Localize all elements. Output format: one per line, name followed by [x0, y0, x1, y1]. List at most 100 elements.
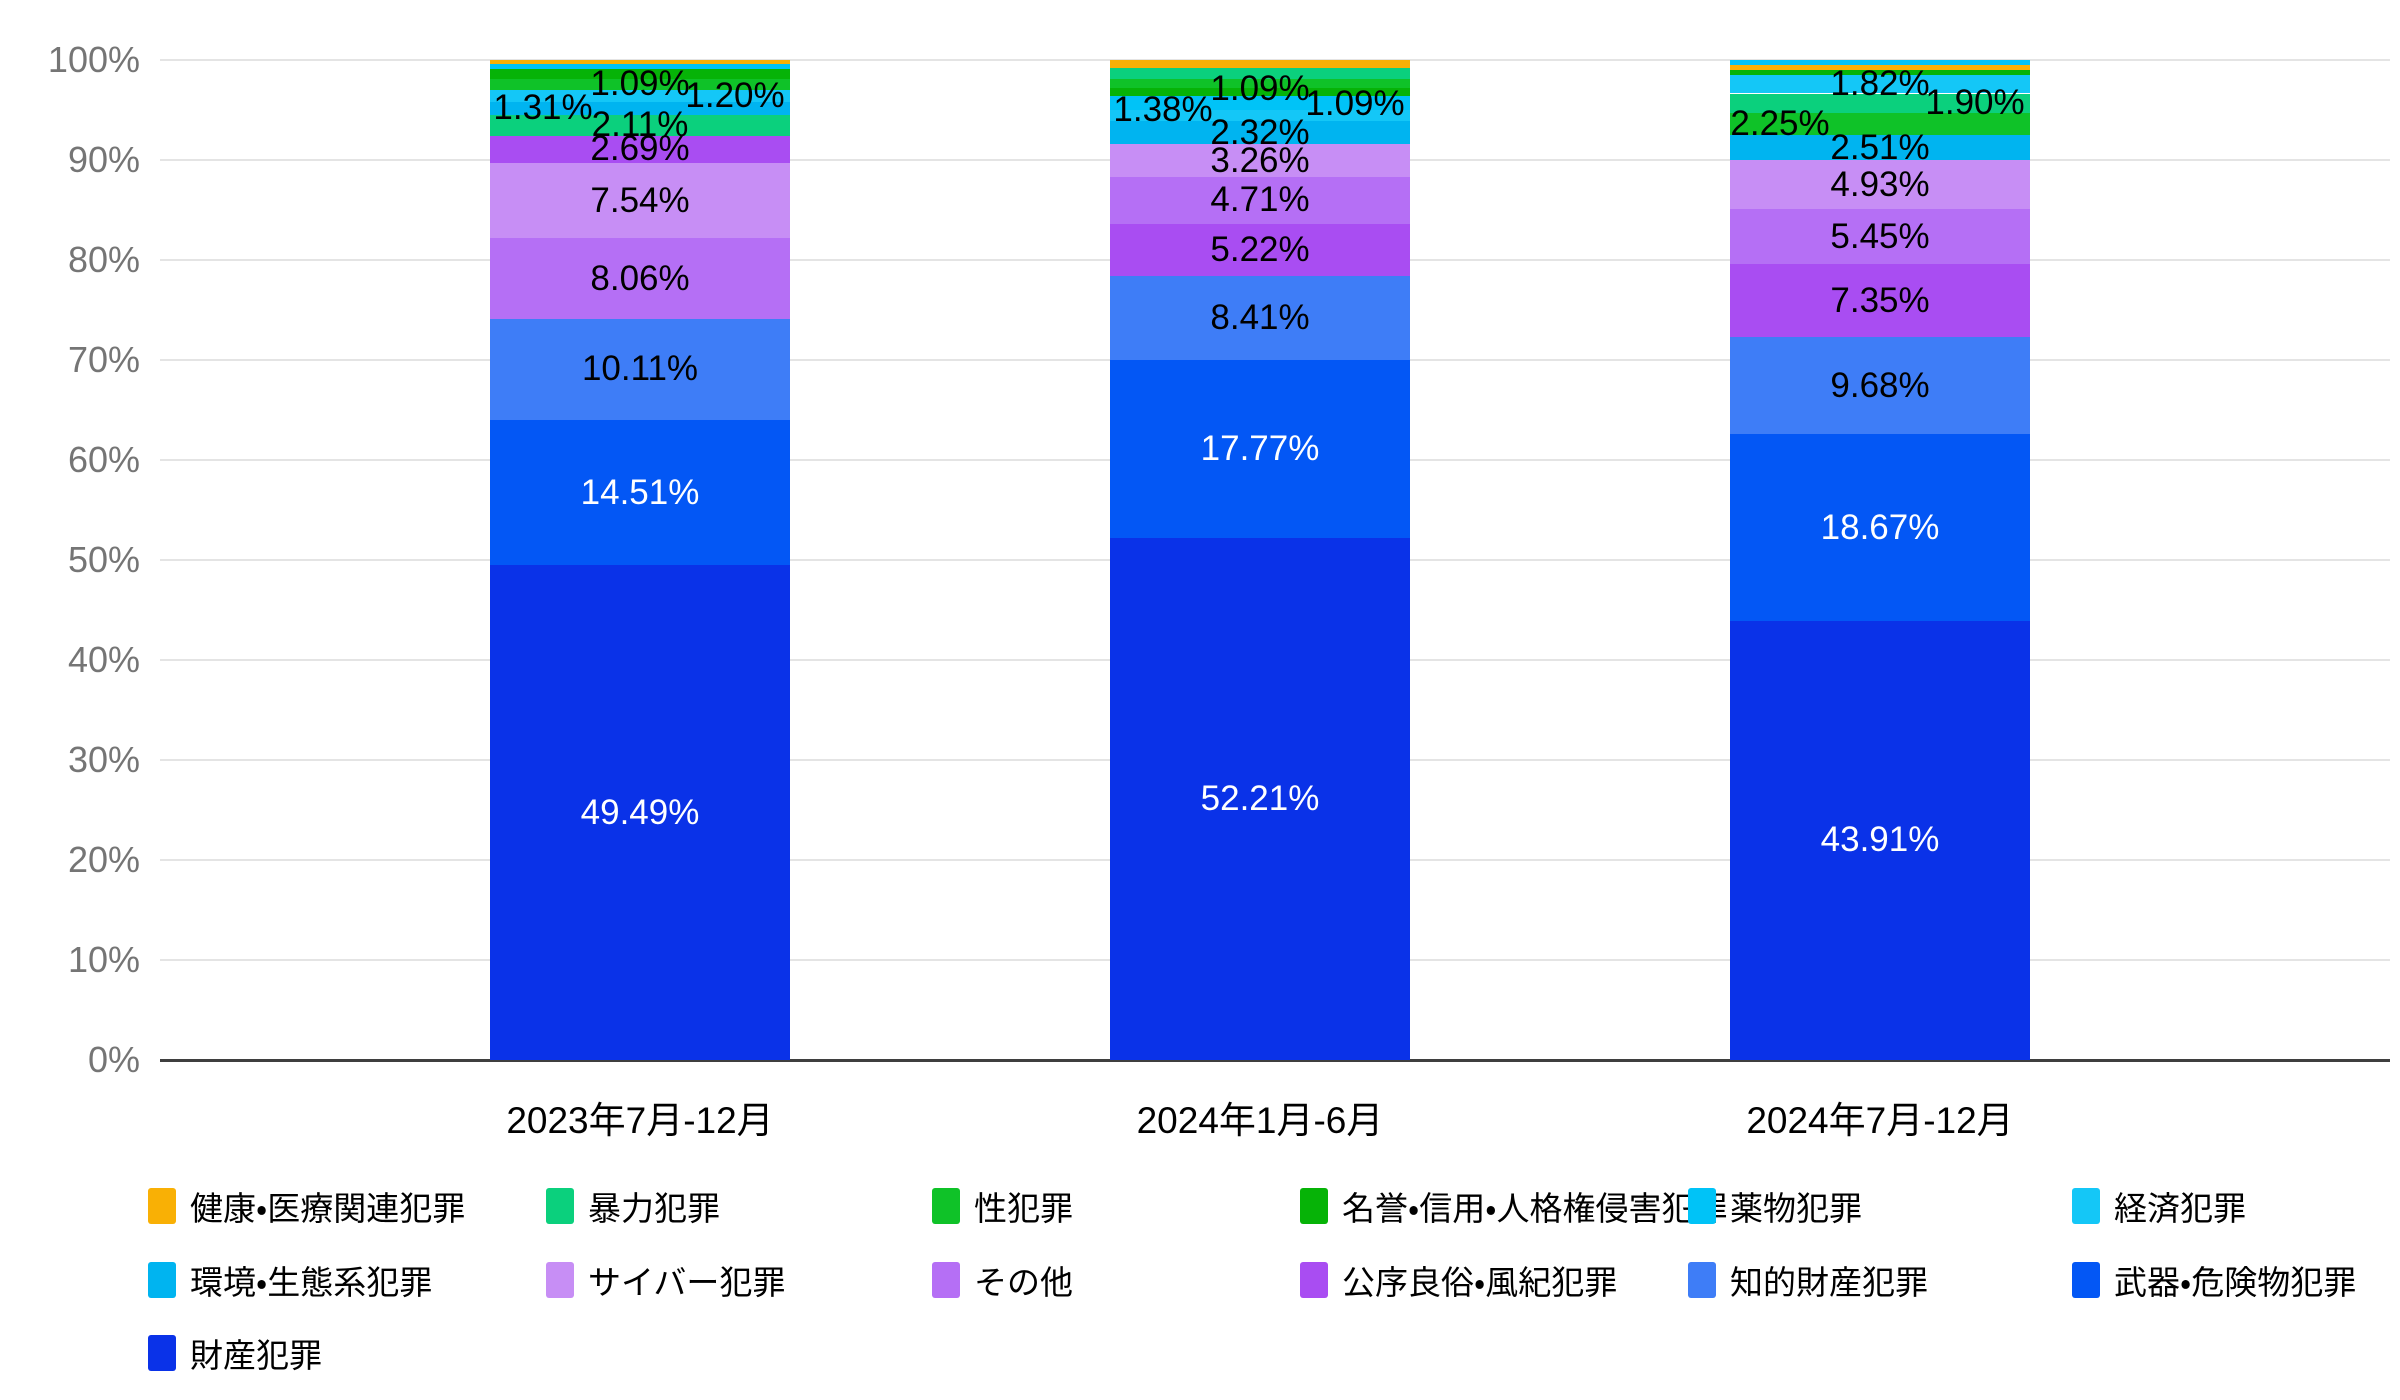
value-label: 2.51%	[1830, 127, 1930, 167]
legend-label: 財産犯罪	[190, 1337, 322, 1374]
y-axis-tick-label: 50%	[67, 539, 140, 580]
legend-swatch	[2072, 1188, 2100, 1224]
bar-segment	[1730, 209, 2030, 264]
legend-item: サイバー犯罪	[546, 1256, 785, 1304]
bar-segment	[1730, 160, 2030, 210]
bar-segment	[1730, 263, 2030, 338]
x-axis-label: 2024年7月-12月	[1746, 1100, 2014, 1141]
value-label: 43.91%	[1820, 820, 1940, 860]
value-label: 4.71%	[1210, 180, 1310, 220]
value-label: 1.82%	[1830, 64, 1930, 104]
bar-segment	[1730, 434, 2030, 621]
bar-segment	[1730, 135, 2030, 161]
value-label: 10.11%	[581, 349, 699, 389]
bar-segment	[1110, 144, 1410, 177]
y-axis-tick-label: 100%	[47, 39, 140, 80]
legend-label: 公序良俗・風紀犯罪	[1342, 1264, 1618, 1301]
bar-segment	[490, 101, 790, 115]
value-label: 2.11%	[591, 105, 689, 145]
bar-segment	[490, 69, 790, 79]
bar-segment	[1110, 67, 1410, 79]
bar-segment	[1730, 620, 2030, 1060]
value-label: 17.77%	[1200, 429, 1320, 469]
bar-segment	[490, 318, 790, 420]
legend-item: 暴力犯罪	[546, 1182, 720, 1230]
bar-segment	[490, 114, 790, 136]
bar-segment	[490, 78, 790, 90]
value-label: 1.38%	[1113, 90, 1213, 130]
legend-swatch	[1300, 1262, 1328, 1298]
y-axis-tick-label: 20%	[67, 839, 140, 880]
value-label: 1.09%	[590, 64, 690, 104]
bar-segment	[1730, 64, 2030, 71]
y-axis-tick-label: 60%	[67, 439, 140, 480]
y-axis-tick-label: 10%	[67, 939, 140, 980]
value-label: 2.69%	[590, 129, 690, 169]
bar-segment	[1110, 110, 1410, 121]
bar-segment	[1110, 121, 1410, 145]
legend-label: 性犯罪	[974, 1190, 1073, 1227]
bar-segment	[1730, 93, 2030, 113]
legend-label: その他	[974, 1264, 1073, 1301]
bar-segment	[490, 64, 790, 69]
x-axis-baseline	[160, 1059, 2390, 1062]
legend-label: 環境・生態系犯罪	[190, 1264, 433, 1301]
value-label: 7.35%	[1830, 280, 1930, 320]
legend-item: 薬物犯罪	[1688, 1182, 1862, 1230]
y-axis-tick-label: 90%	[67, 139, 140, 180]
value-label: 8.06%	[590, 258, 690, 298]
legend-item: 性犯罪	[932, 1182, 1073, 1230]
value-label: 2.25%	[1730, 103, 1830, 143]
legend-label: 知的財産犯罪	[1730, 1264, 1928, 1301]
value-label: 3.26%	[1210, 140, 1310, 180]
y-axis-tick-label: 40%	[67, 639, 140, 680]
y-axis-tick-label: 30%	[67, 739, 140, 780]
value-label: 1.90%	[1925, 83, 2025, 122]
bar-segment	[1110, 537, 1410, 1060]
value-label: 7.54%	[590, 180, 690, 220]
legend-swatch	[546, 1188, 574, 1224]
legend-label: 薬物犯罪	[1730, 1190, 1862, 1227]
legend-label: 健康・医療関連犯罪	[190, 1190, 466, 1227]
bar-segment	[490, 60, 790, 65]
legend-swatch	[1688, 1188, 1716, 1224]
bar-segment	[1110, 176, 1410, 224]
legend-swatch	[1300, 1188, 1328, 1224]
y-axis-tick-label: 70%	[67, 339, 140, 380]
legend-item: 名誉・信用・人格権侵害犯罪	[1300, 1182, 1727, 1230]
legend-item: 健康・医療関連犯罪	[148, 1182, 465, 1230]
legend-label: 名誉・信用・人格権侵害犯罪	[1342, 1190, 1728, 1227]
legend-item: 環境・生態系犯罪	[148, 1256, 432, 1304]
value-label: 49.49%	[580, 792, 700, 832]
value-label: 8.41%	[1210, 298, 1310, 338]
legend-swatch	[148, 1335, 176, 1371]
y-axis-tick-label: 0%	[87, 1039, 140, 1080]
bar-segment	[1110, 276, 1410, 361]
bar-segment	[1110, 96, 1410, 111]
value-label: 5.45%	[1830, 216, 1930, 256]
bar-segment	[1730, 112, 2030, 135]
legend-swatch	[148, 1188, 176, 1224]
x-axis-label: 2023年7月-12月	[506, 1100, 774, 1141]
value-label: 1.09%	[1210, 69, 1310, 109]
value-label: 52.21%	[1200, 778, 1320, 818]
bar-segment	[1110, 78, 1410, 89]
value-label: 14.51%	[580, 472, 700, 512]
legend-swatch	[2072, 1262, 2100, 1298]
legend-item: 公序良俗・風紀犯罪	[1300, 1256, 1617, 1304]
y-axis-tick-label: 80%	[67, 239, 140, 280]
x-axis-label: 2024年1月-6月	[1136, 1100, 1384, 1141]
value-label: 1.31%	[493, 88, 593, 128]
legend-item: 経済犯罪	[2072, 1182, 2246, 1230]
legend-label: 経済犯罪	[2114, 1190, 2246, 1227]
value-label: 18.67%	[1820, 507, 1940, 547]
bar-segment	[490, 89, 790, 102]
legend-item: 知的財産犯罪	[1688, 1256, 1928, 1304]
legend-swatch	[932, 1262, 960, 1298]
value-label: 9.68%	[1830, 365, 1930, 405]
legend-item: 財産犯罪	[148, 1329, 322, 1377]
value-label: 5.22%	[1210, 230, 1310, 269]
bar-segment	[1110, 60, 1410, 68]
bar-segment	[1110, 88, 1410, 97]
